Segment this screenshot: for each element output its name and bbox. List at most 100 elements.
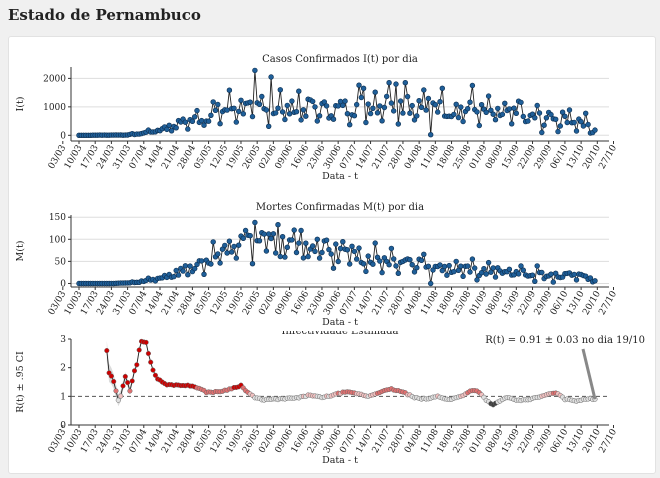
data-point [446,262,452,269]
data-point [437,98,443,105]
data-point [506,266,513,273]
data-point [205,118,212,124]
data-point [344,110,351,117]
data-point [171,273,177,280]
data-point [485,259,492,266]
data-point [268,235,274,242]
data-point [451,268,457,275]
chart-cases: Casos Confirmados I(t) por dia0100020000… [15,54,619,182]
x-axis-label: Data - t [322,455,358,466]
data-point [421,87,427,93]
data-point [360,261,367,267]
data-point [409,261,415,268]
data-point [404,93,411,100]
data-point [365,253,371,259]
data-point [476,122,482,129]
data-point [529,272,536,278]
page-title: Estado de Pernambuco [8,6,201,24]
data-point [268,74,274,80]
data-point [377,258,383,264]
data-point [460,273,466,280]
data-point [198,117,205,124]
data-point [263,248,270,254]
y-tick-label: 1000 [43,103,66,113]
data-point [465,263,471,269]
data-point [266,231,272,237]
data-point [256,238,263,244]
data-point [499,111,506,118]
data-point [300,107,307,113]
data-point [229,249,235,255]
data-point [192,265,198,272]
data-point [474,109,480,115]
data-point [363,268,369,275]
data-point [367,110,374,117]
data-point [582,110,589,117]
data-point [571,119,577,126]
data-point [192,114,198,120]
data-point [483,271,489,277]
data-point [592,278,598,284]
data-point [201,122,207,128]
data-point [469,256,476,262]
data-point [562,113,568,120]
rt-line [106,340,596,406]
data-point [275,221,281,228]
data-point [520,267,526,273]
data-point [425,95,432,102]
data-point [548,111,554,118]
data-point [231,243,237,250]
data-point [189,118,196,125]
data-point [360,85,367,91]
data-point [298,227,304,234]
data-point [270,231,277,237]
data-point [428,280,434,287]
data-point [233,255,240,261]
data-point [453,258,459,265]
data-point [585,121,591,128]
data-point [421,251,427,258]
data-point [330,265,337,271]
rt-point [134,362,140,368]
data-point [441,263,448,270]
data-point [273,250,279,256]
data-point [279,109,286,115]
data-point [407,256,413,263]
data-point [379,118,385,124]
data-point [226,87,233,93]
data-point [559,109,566,115]
data-point [534,263,540,269]
y-tick-label: 3 [60,335,66,345]
data-point [249,113,256,120]
data-point [277,253,283,260]
data-point [488,269,494,275]
y-tick-label: 150 [49,213,66,223]
chart-title: Casos Confirmados I(t) por dia [262,54,418,65]
rt-point [104,348,110,354]
data-point [388,245,395,252]
data-point [506,106,513,112]
data-point [303,113,309,119]
data-point [312,248,318,255]
data-point [238,97,244,103]
data-point [182,119,189,125]
data-point [520,113,526,120]
data-point [414,264,420,271]
data-point [173,267,179,274]
data-point [266,123,272,130]
data-point [578,118,584,125]
x-axis-label: Data - t [322,171,358,182]
data-point [377,103,383,109]
data-point [573,277,580,283]
data-point [472,265,478,271]
data-point [566,107,573,113]
data-point [509,121,515,127]
data-point [263,107,270,113]
data-point [173,125,179,131]
data-point [256,101,263,108]
data-point [550,279,556,285]
data-point [444,272,450,278]
data-point [407,110,413,116]
data-point [467,269,473,275]
data-point [439,85,445,91]
